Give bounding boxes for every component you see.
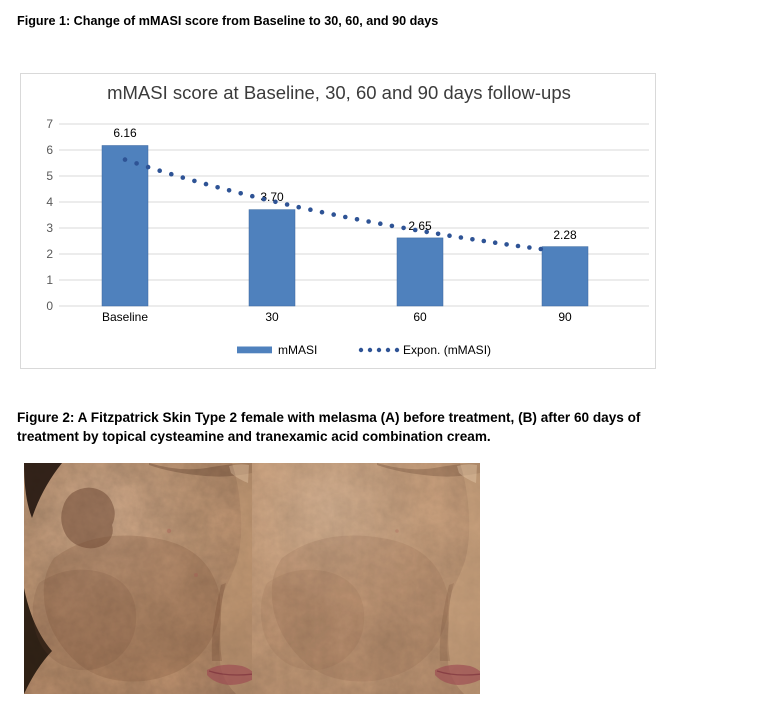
svg-text:4: 4	[46, 195, 53, 209]
svg-text:Baseline: Baseline	[102, 310, 148, 324]
svg-text:3: 3	[46, 221, 53, 235]
svg-text:90: 90	[558, 310, 572, 324]
svg-text:0: 0	[46, 299, 53, 313]
svg-text:2.28: 2.28	[553, 228, 577, 242]
svg-text:1: 1	[46, 273, 53, 287]
svg-text:Expon. (mMASI): Expon. (mMASI)	[403, 343, 491, 357]
svg-text:2: 2	[46, 247, 53, 261]
svg-text:60: 60	[413, 310, 427, 324]
svg-text:7: 7	[46, 117, 53, 131]
svg-text:5: 5	[46, 169, 53, 183]
svg-text:6: 6	[46, 143, 53, 157]
svg-text:6.16: 6.16	[113, 126, 137, 140]
svg-text:30: 30	[265, 310, 279, 324]
svg-text:mMASI: mMASI	[278, 343, 317, 357]
